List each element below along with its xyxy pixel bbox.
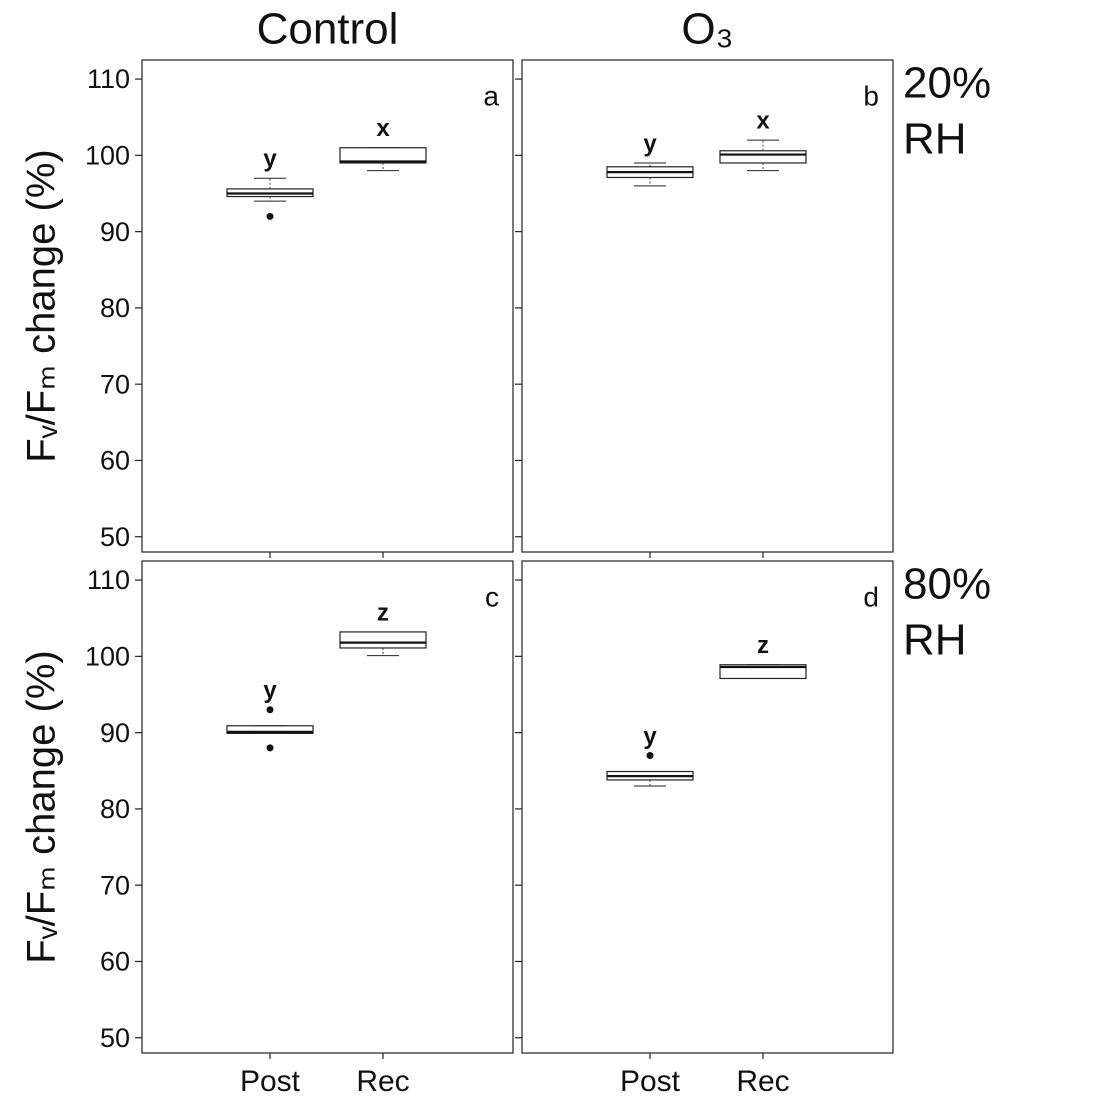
y-axis-label: Fᵥ/Fₘ change (%) (20, 650, 64, 963)
significance-letter: y (263, 677, 277, 704)
significance-letter: y (263, 146, 277, 173)
outlier (646, 752, 654, 760)
x-tick-label: Post (240, 1065, 301, 1098)
significance-letter: y (643, 723, 657, 750)
x-tick-label: Rec (736, 1065, 789, 1098)
outlier (266, 212, 274, 220)
y-tick-label: 110 (87, 64, 130, 94)
column-title: Control (257, 5, 399, 54)
panel-frame (521, 560, 894, 1054)
y-tick-label: 60 (100, 446, 130, 476)
y-tick-label: 70 (100, 369, 130, 399)
panel-frame (521, 59, 894, 553)
panel-label: d (863, 581, 879, 612)
y-axis-label: Fᵥ/Fₘ change (%) (20, 149, 64, 462)
outlier (266, 744, 274, 752)
y-tick-label: 100 (85, 641, 130, 671)
outlier (266, 706, 274, 714)
column-title: O₃ (681, 5, 733, 54)
panel-frame (141, 560, 514, 1054)
panel-label: c (485, 581, 499, 612)
y-tick-label: 80 (100, 293, 130, 323)
significance-letter: x (376, 115, 390, 142)
significance-letter: y (643, 130, 657, 157)
box (719, 150, 807, 164)
row-label: RH (903, 616, 967, 665)
row-label: 20% (903, 59, 991, 108)
y-tick-label: 90 (100, 217, 130, 247)
panel-label: a (483, 80, 499, 111)
y-tick-label: 50 (100, 522, 130, 552)
y-tick-label: 70 (100, 870, 130, 900)
y-tick-label: 100 (85, 140, 130, 170)
x-tick-label: Post (620, 1065, 681, 1098)
row-label: RH (903, 115, 967, 164)
x-tick-label: Rec (356, 1065, 409, 1098)
y-tick-label: 60 (100, 947, 130, 977)
box (226, 725, 314, 734)
y-tick-label: 110 (87, 565, 130, 595)
y-tick-label: 90 (100, 718, 130, 748)
box (719, 664, 807, 680)
box (339, 147, 427, 164)
panel-frame (141, 59, 514, 553)
significance-letter: x (756, 107, 770, 134)
box (339, 631, 427, 649)
y-tick-label: 80 (100, 794, 130, 824)
panel-label: b (863, 80, 879, 111)
row-label: 80% (903, 560, 991, 609)
significance-letter: z (757, 632, 769, 659)
y-tick-label: 50 (100, 1023, 130, 1053)
significance-letter: z (377, 599, 389, 626)
